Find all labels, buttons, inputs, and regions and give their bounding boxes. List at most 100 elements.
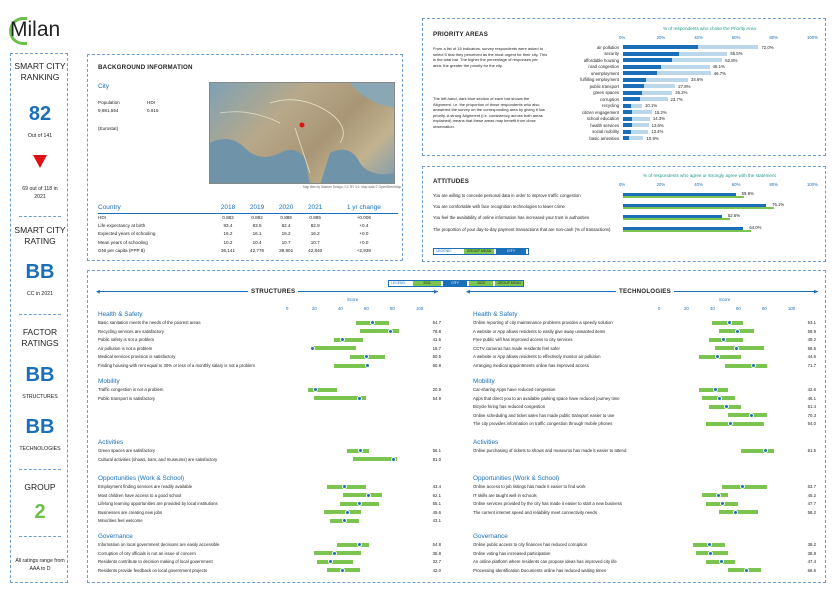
table-row: Mean years of schooling 10.2 10.4 10.7 10.7 +… — [98, 239, 369, 245]
bar-alignment — [623, 77, 646, 82]
score-value: 63.7 — [807, 484, 816, 489]
attitudes-legend: LEGEND: GROUP MEAN CITY — [433, 248, 529, 255]
indicator-label: Public transport is satisfactory — [98, 395, 156, 401]
score-range-bar — [307, 387, 338, 392]
attitude-label: You feel the availability of online info… — [433, 214, 590, 220]
indicator-label: Most children have access to a good scho… — [98, 492, 182, 498]
technologies-chart: Score 0 20 40 60 80 100 Health & Safety Online r… — [458, 271, 827, 584]
attitude-label: The proportion of your day-to-day paymen… — [433, 226, 611, 232]
score-value: 81.5 — [807, 448, 816, 453]
bar-label: air pollution — [597, 44, 619, 50]
structures-label: STRUCTURES — [22, 394, 58, 400]
score-dot — [733, 345, 739, 351]
score-dot — [716, 492, 722, 498]
bar-alignment — [623, 103, 631, 108]
score-dot — [309, 345, 315, 351]
indicator-label: Online purchasing of tickets to shows an… — [473, 448, 627, 453]
left-arrow-icon: ◀ — [96, 289, 100, 295]
score-value: 59.9 — [807, 328, 816, 334]
score-dot — [366, 492, 372, 498]
section-heading: Governance — [473, 533, 508, 540]
group-value: 2 — [34, 501, 46, 523]
axis-tick: 60% — [731, 35, 741, 40]
bar-value: 55.5% — [730, 51, 743, 56]
bar-total — [623, 58, 723, 62]
score-range-bar — [701, 493, 728, 498]
score-value: 45.6 — [432, 509, 441, 515]
indicator-label: An online platform where residents can p… — [473, 559, 617, 565]
score-dot — [719, 559, 725, 565]
score-value: 45.2 — [807, 492, 816, 498]
score-range-bar — [342, 493, 382, 498]
bar-label: citizen engagement — [581, 109, 619, 115]
axis-tick: 20 — [312, 306, 317, 311]
attitudes-title: ATTITUDES — [433, 178, 470, 185]
score-value: 54.0 — [807, 421, 816, 427]
bar-value: 10.1% — [644, 103, 658, 108]
axis-tick: 0 — [658, 306, 661, 311]
year-change: 1 yr change — [329, 203, 398, 214]
score-range-bar — [725, 363, 767, 368]
axis-tick: 60% — [731, 182, 741, 187]
score-dot — [358, 448, 364, 453]
score-label: Score — [347, 297, 359, 302]
attitude-city-bar — [623, 215, 722, 218]
score-value: 60.8 — [432, 363, 441, 368]
priority-text-1: From a list of 15 indicators, survey res… — [433, 46, 548, 68]
score-dot — [387, 328, 393, 334]
bar-label: corruption — [599, 96, 619, 102]
attitude-value: 52.6% — [727, 213, 741, 218]
score-dot — [356, 542, 362, 547]
score-value: 54.9 — [432, 395, 441, 401]
indicator-label: Information on local government decision… — [98, 542, 220, 547]
score-dot — [707, 542, 713, 547]
score-value: 51.4 — [807, 404, 816, 410]
score-dot — [332, 550, 338, 556]
rating-value: BB — [25, 261, 55, 283]
region-map — [209, 82, 395, 184]
score-value: 60.5 — [432, 354, 441, 360]
indicator-label: A website or App allows residents to eas… — [473, 328, 606, 334]
score-dot — [339, 337, 345, 343]
bar-label: social mobility — [592, 129, 619, 134]
score-dot — [712, 387, 718, 392]
score-dot — [356, 395, 362, 401]
indicator-label: Air pollution is not a problem — [98, 345, 153, 351]
ranking-out-of: Out of 141 — [27, 133, 53, 139]
axis-tick: 100% — [807, 35, 818, 40]
left-rating-panel: SMART CITY RANKING 82 Out of 141 69 out … — [10, 53, 68, 583]
indicator-label: Bicycle hiring has reduced congestion — [473, 404, 546, 410]
ratings-footnote: All ratings range from AAA to D — [15, 558, 65, 572]
score-value: 78.8 — [432, 328, 441, 334]
indicator-label: The current internet speed and reliabili… — [473, 509, 597, 515]
bar-alignment — [623, 64, 661, 69]
population-label: Population — [98, 100, 120, 105]
score-dot — [357, 501, 363, 507]
table-row: Life expectancy at birth 83.4 83.5 82.4 82.9… — [98, 223, 369, 229]
indicator-label: Medical services provision is satisfacto… — [98, 354, 176, 360]
bar-total — [623, 136, 644, 140]
score-value: 42.0 — [432, 567, 441, 573]
axis-tick: 40 — [338, 306, 343, 311]
bar-label: public transport — [589, 83, 619, 89]
bar-total — [623, 129, 649, 134]
score-range-bar — [359, 329, 399, 334]
indicator-label: Apps that direct you to an available par… — [473, 395, 620, 401]
score-value: 32.7 — [432, 559, 441, 565]
indicator-label: Recycling services are satisfactory — [98, 328, 164, 334]
bar-label: basic amenities — [589, 135, 619, 141]
divider — [19, 469, 61, 470]
bar-alignment — [623, 123, 633, 127]
score-label: Score — [719, 297, 731, 302]
score-value: 58.2 — [807, 509, 816, 515]
indicator-label: The city provides information on traffic… — [473, 421, 613, 427]
score-value: 81.0 — [432, 456, 441, 462]
bar-label: road congestion — [588, 64, 619, 69]
bar-total — [623, 64, 710, 69]
section-heading: Opportunities (Work & School) — [98, 475, 185, 482]
score-value: 49.2 — [807, 337, 816, 343]
score-value: 56.1 — [432, 448, 441, 453]
bar-label: health services — [590, 122, 619, 128]
priority-title: PRIORITY AREAS — [433, 31, 489, 38]
bar-alignment — [623, 51, 680, 56]
